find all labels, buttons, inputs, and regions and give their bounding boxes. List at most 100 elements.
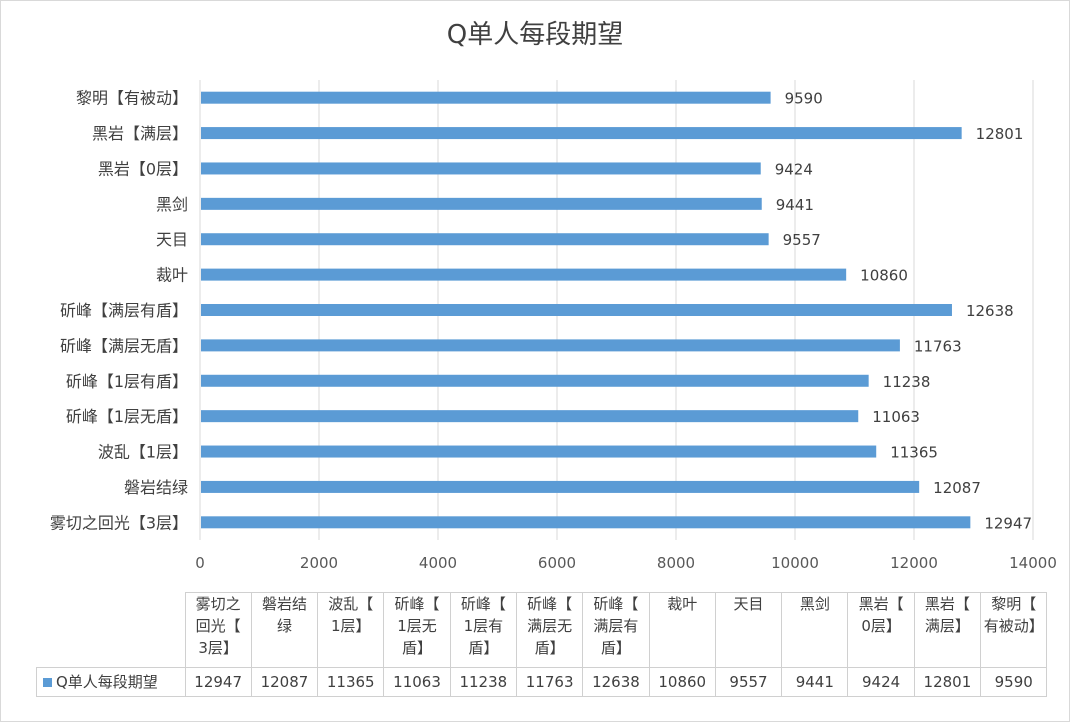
data-table-value-cell: 11763	[515, 667, 584, 697]
data-table-header-text: 满层】	[924, 617, 970, 635]
data-table-value-cell: 12801	[913, 667, 982, 697]
bar	[201, 197, 762, 210]
data-table-header-text: 斫峰【	[527, 595, 573, 613]
data-table-header-text: 黑剑	[799, 595, 830, 613]
data-label: 9557	[783, 231, 821, 249]
data-table-header-text: 3层】	[198, 639, 238, 657]
data-table-value-cell: 10860	[648, 667, 716, 697]
category-label: 裁叶	[156, 266, 188, 285]
bar	[201, 339, 900, 352]
data-table-value-cell: 12638	[582, 667, 650, 697]
chart-title: Q单人每段期望	[446, 20, 624, 50]
x-tick-label: 12000	[890, 554, 938, 572]
data-table: 雾切之 回光【 3层】 磐岩结绿波乱【 1层】 斫峰【 1层无 盾】 斫峰【 1层有 盾】 斫峰【 满层…	[36, 592, 1048, 697]
x-tick-label: 10000	[771, 554, 819, 572]
data-label: 9441	[776, 196, 814, 214]
data-table-header-cell: 黑岩【 满层】	[913, 592, 982, 668]
data-label: 11365	[890, 444, 938, 462]
data-label: 10860	[860, 267, 908, 285]
data-label: 12087	[933, 479, 981, 497]
category-label: 斫峰【1层无盾】	[66, 407, 188, 426]
data-table-series-label: Q单人每段期望	[36, 667, 186, 697]
data-table-value-cell: 9424	[847, 667, 915, 697]
data-table-header-text: 1层无	[397, 617, 437, 635]
data-label: 12947	[984, 514, 1032, 532]
data-table-header-cell: 磐岩结绿	[250, 592, 319, 668]
data-table-value-cell: 9590	[980, 667, 1048, 697]
data-table-header-cell: 斫峰【 1层有 盾】	[449, 592, 517, 668]
bar	[201, 445, 877, 458]
data-table-value-cell: 11238	[449, 667, 517, 697]
category-label: 波乱【1层】	[98, 443, 188, 462]
data-table-header-text: 天目	[733, 595, 764, 613]
legend-key	[43, 678, 52, 687]
data-table-value-cell: 12947	[184, 667, 252, 697]
data-table-header-text: 盾】	[534, 639, 565, 657]
data-table-header-cell: 黑剑	[781, 592, 849, 668]
bar	[201, 374, 869, 387]
x-tick-label: 2000	[300, 554, 338, 572]
data-table-value-cell: 9557	[714, 667, 783, 697]
data-table-header-text: 0层】	[861, 617, 901, 635]
bar	[201, 516, 971, 529]
x-tick-label: 0	[195, 554, 205, 572]
data-table-header-text: 有被动】	[983, 617, 1044, 635]
bar	[201, 127, 962, 140]
data-label: 11063	[872, 408, 920, 426]
data-table-header-text: 裁叶	[667, 595, 698, 613]
data-table-value-cell: 11365	[317, 667, 385, 697]
data-label: 9424	[775, 160, 813, 178]
data-table-header-text: 绿	[276, 617, 292, 635]
data-table-header-cell: 斫峰【 1层无盾】	[383, 592, 451, 668]
data-table-value-row: Q单人每段期望 12947 12087 11365 11063 11238 11763 12…	[36, 667, 1048, 697]
data-table-header-text: 盾】	[468, 639, 499, 657]
category-label: 黑岩【0层】	[98, 159, 188, 178]
category-label: 斫峰【满层有盾】	[60, 301, 188, 320]
data-table-header-text: 黑岩【	[924, 595, 970, 613]
data-table-corner	[37, 593, 186, 668]
data-label: 11238	[883, 373, 931, 391]
data-table-header-cell: 裁叶	[648, 592, 716, 668]
data-table-value-cell: 11063	[383, 667, 451, 697]
data-table-header-text: 斫峰【	[593, 595, 639, 613]
bar	[201, 233, 769, 246]
data-table-header-text: 黑岩【	[858, 595, 904, 613]
bar	[201, 162, 761, 175]
category-label: 斫峰【满层无盾】	[60, 336, 188, 355]
data-table-header-cell: 斫峰【 满层无 盾】	[515, 592, 584, 668]
category-label: 黑岩【满层】	[92, 124, 188, 143]
data-table-header-text: 黎明【	[991, 595, 1037, 613]
data-table-header-text: 雾切之	[195, 595, 241, 613]
data-label: 12638	[966, 302, 1014, 320]
bar	[201, 480, 920, 493]
category-label: 黑剑	[156, 195, 188, 214]
data-label: 9590	[785, 90, 823, 108]
data-table-header-text: 盾】	[600, 639, 631, 657]
x-tick-label: 8000	[657, 554, 695, 572]
data-table-header-cell: 黑岩【 0层】	[847, 592, 915, 668]
data-table-value-cell: 12087	[250, 667, 319, 697]
data-table-header-text: 斫峰【	[394, 595, 440, 613]
category-label: 斫峰【1层有盾】	[66, 372, 188, 391]
data-label: 12801	[976, 125, 1024, 143]
data-table-header-row: 雾切之 回光【 3层】 磐岩结绿波乱【 1层】 斫峰【 1层无 盾】 斫峰【 1层有 盾】 斫峰【 满层…	[37, 592, 1048, 668]
data-table-header-text: 盾】	[402, 639, 433, 657]
category-label: 天目	[156, 230, 188, 249]
data-table-header-text: 回光【	[195, 617, 241, 635]
data-table-header-cell: 斫峰【 满层有 盾】	[582, 592, 650, 668]
data-table-header-cell: 波乱【 1层】	[317, 592, 385, 668]
data-table-header-text: 磐岩结	[261, 595, 307, 613]
bar	[201, 91, 771, 104]
x-tick-label: 14000	[1009, 554, 1057, 572]
bar	[201, 410, 859, 423]
category-label: 雾切之回光【3层】	[50, 513, 188, 532]
data-table-header-cell: 黎明【 有被动】	[980, 592, 1048, 668]
data-table-header-text: 1层】	[330, 617, 371, 635]
data-table-header-text: 波乱【	[328, 595, 374, 613]
x-tick-label: 4000	[419, 554, 457, 572]
category-label: 磐岩结绿	[124, 478, 188, 497]
data-table-header-cell: 天目	[714, 592, 783, 668]
data-table-header-text: 满层有	[593, 617, 639, 635]
bar	[201, 268, 847, 281]
data-table-header-text: 1层有	[463, 617, 504, 635]
